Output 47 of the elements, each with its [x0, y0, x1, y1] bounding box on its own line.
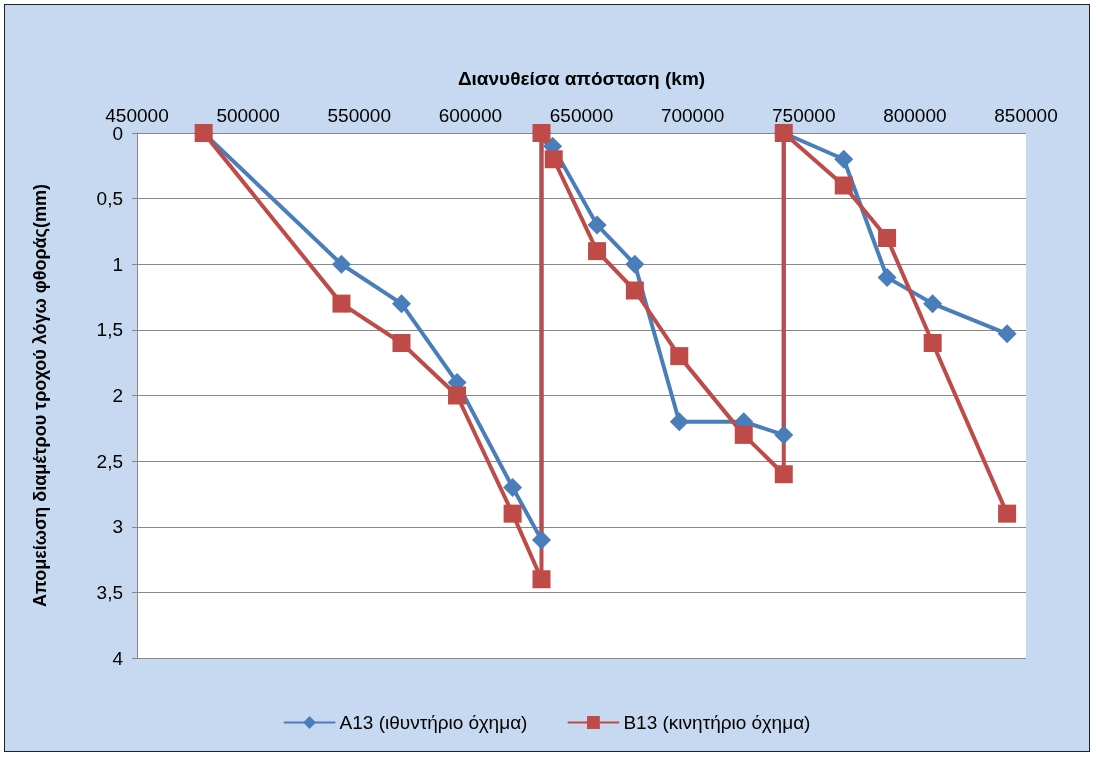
- x-tick-label: 800000: [883, 105, 947, 126]
- x-tick-label: 600000: [438, 105, 503, 126]
- point: [625, 254, 645, 274]
- legend-label: B13 (κινητήριο όχημα): [623, 712, 811, 733]
- point: [834, 149, 854, 169]
- point: [923, 334, 942, 352]
- y-tick-label: 3,5: [96, 581, 123, 603]
- point: [391, 294, 411, 314]
- point: [923, 294, 943, 314]
- y-tick-label: 1,5: [96, 319, 123, 341]
- point: [774, 465, 793, 484]
- y-tick-label: 2: [112, 385, 123, 406]
- point: [448, 386, 467, 405]
- point: [878, 229, 897, 247]
- point: [877, 267, 897, 287]
- point: [669, 412, 689, 432]
- legend-label: A13 (ιθυντήριο όχημα): [339, 712, 528, 733]
- x-tick-label: 550000: [327, 105, 391, 126]
- point: [331, 254, 351, 274]
- x-tick-label: 500000: [216, 105, 280, 126]
- x-axis-title: Διανυθείσα απόσταση (km): [457, 68, 706, 89]
- x-tick-label: 650000: [549, 105, 614, 126]
- y-tick-label: 4: [112, 647, 124, 669]
- y-tick-label: 0,5: [96, 188, 123, 210]
- point: [544, 150, 563, 169]
- point: [332, 294, 351, 313]
- point: [588, 242, 607, 261]
- point: [625, 281, 644, 300]
- point: [532, 570, 551, 589]
- point: [392, 334, 411, 352]
- point: [834, 176, 853, 195]
- point: [774, 425, 794, 445]
- y-tick-label: 1: [112, 253, 123, 275]
- y-tick-label: 3: [112, 516, 123, 538]
- point: [998, 504, 1017, 523]
- point: [503, 477, 523, 497]
- y-tick-label: 2,5: [96, 450, 123, 472]
- y-axis-title: Απομείωση διαμέτρου τροχού λόγω φθοράς(mm): [30, 184, 50, 607]
- point: [670, 347, 689, 366]
- point: [531, 530, 551, 550]
- x-tick-label: 850000: [994, 105, 1058, 126]
- point: [734, 425, 753, 444]
- point: [503, 504, 522, 523]
- x-tick-label: 750000: [772, 105, 836, 126]
- point: [587, 215, 607, 235]
- x-tick-label: 700000: [660, 105, 725, 126]
- point: [997, 324, 1017, 344]
